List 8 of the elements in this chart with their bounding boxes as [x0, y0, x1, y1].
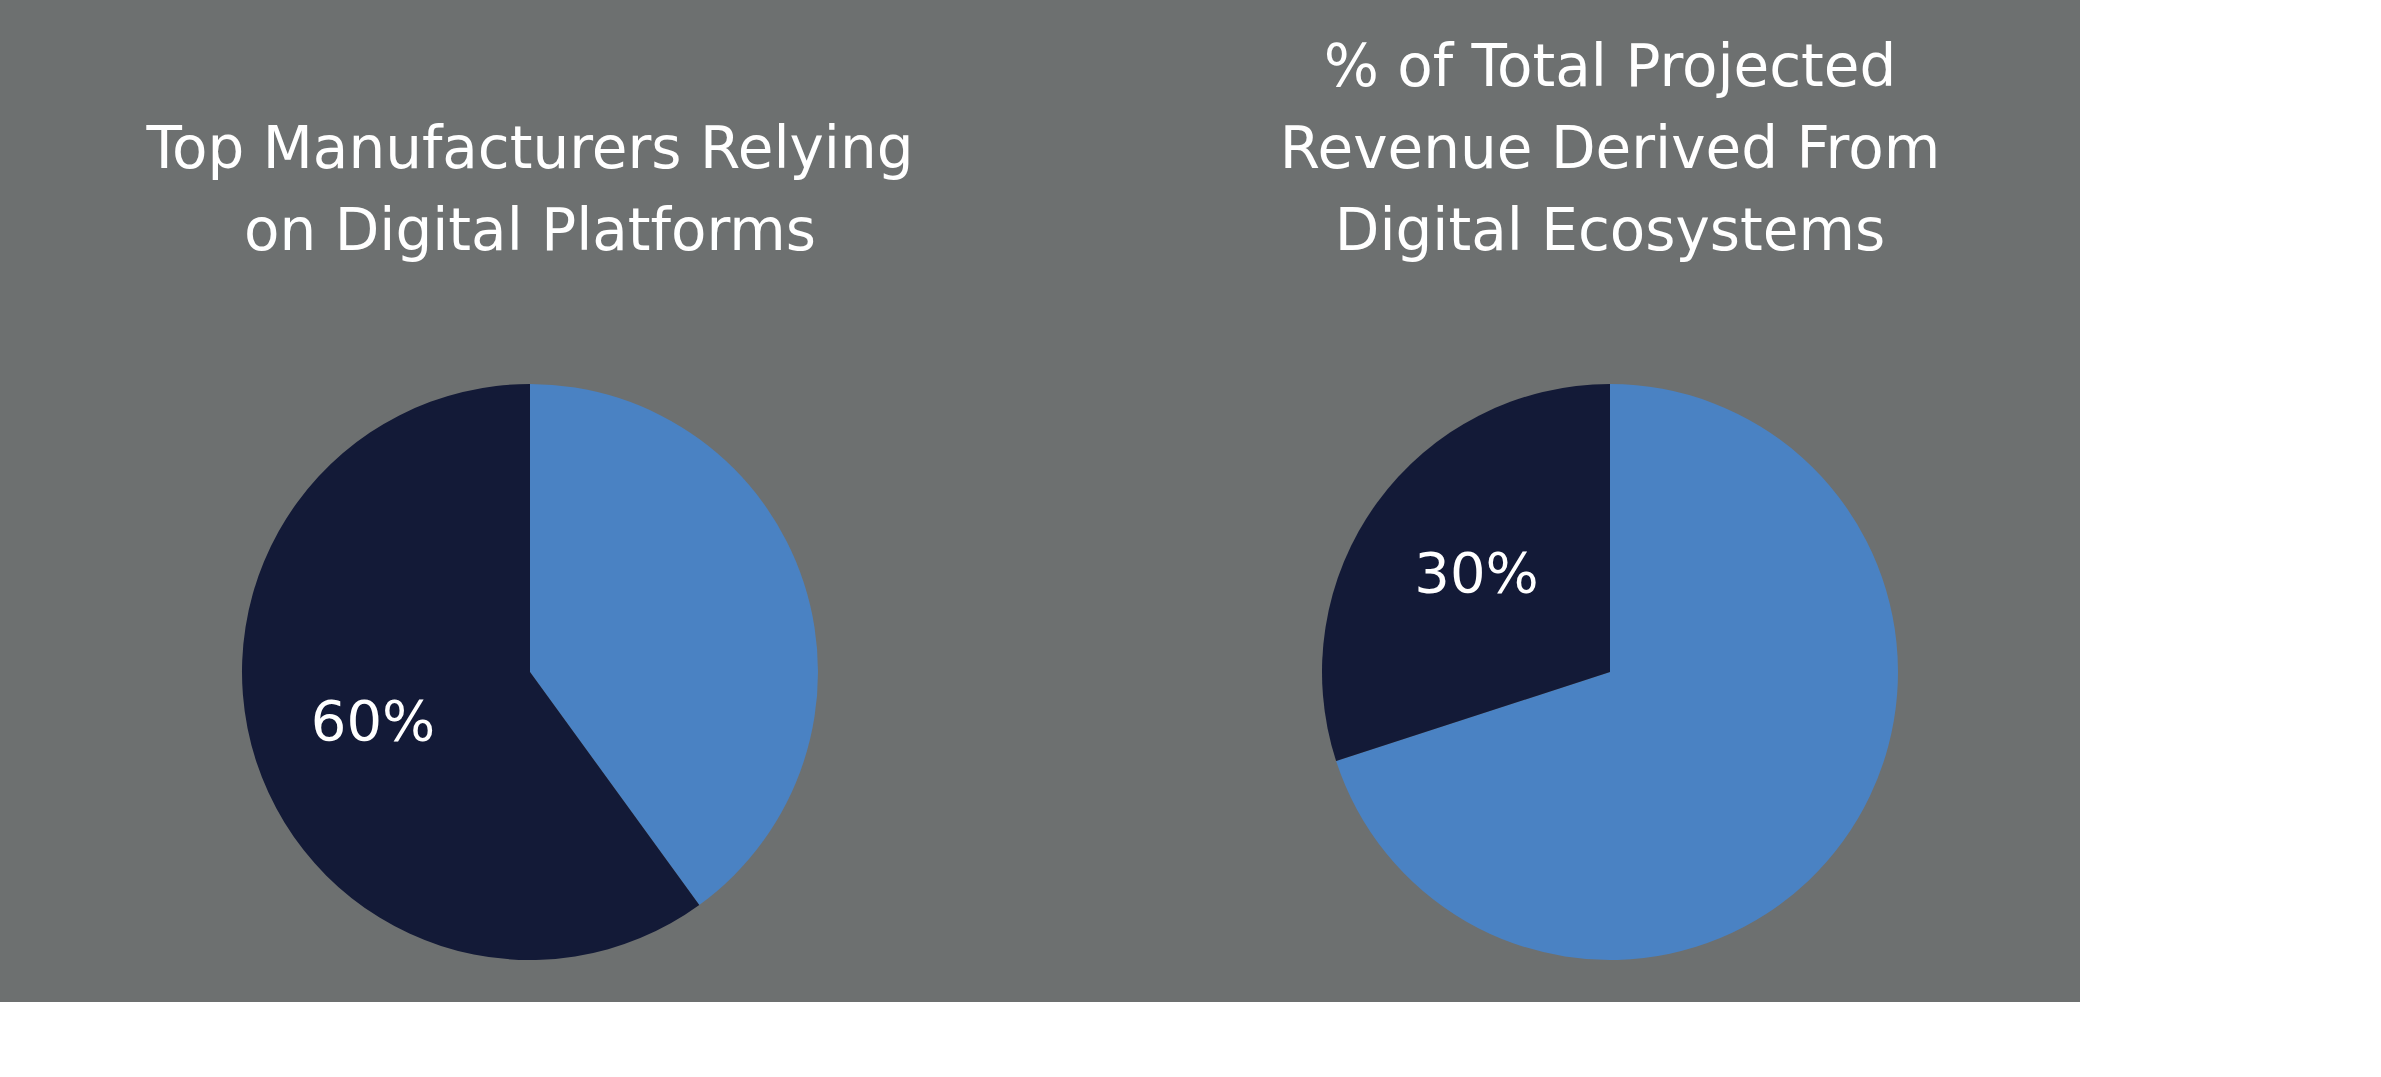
pie-slice — [242, 384, 700, 960]
pie-slice — [1322, 384, 1610, 761]
pie-slice — [1336, 384, 1898, 960]
data-label: 30% — [1414, 540, 1539, 606]
data-label: 60% — [310, 687, 436, 753]
chart-title: Top Manufacturers Relying on Digital Platforms — [145, 114, 914, 264]
pie-slice — [530, 384, 818, 905]
chart-title: % of Total Projected Revenue Derived From Digital Ecosystems — [1279, 32, 1941, 264]
